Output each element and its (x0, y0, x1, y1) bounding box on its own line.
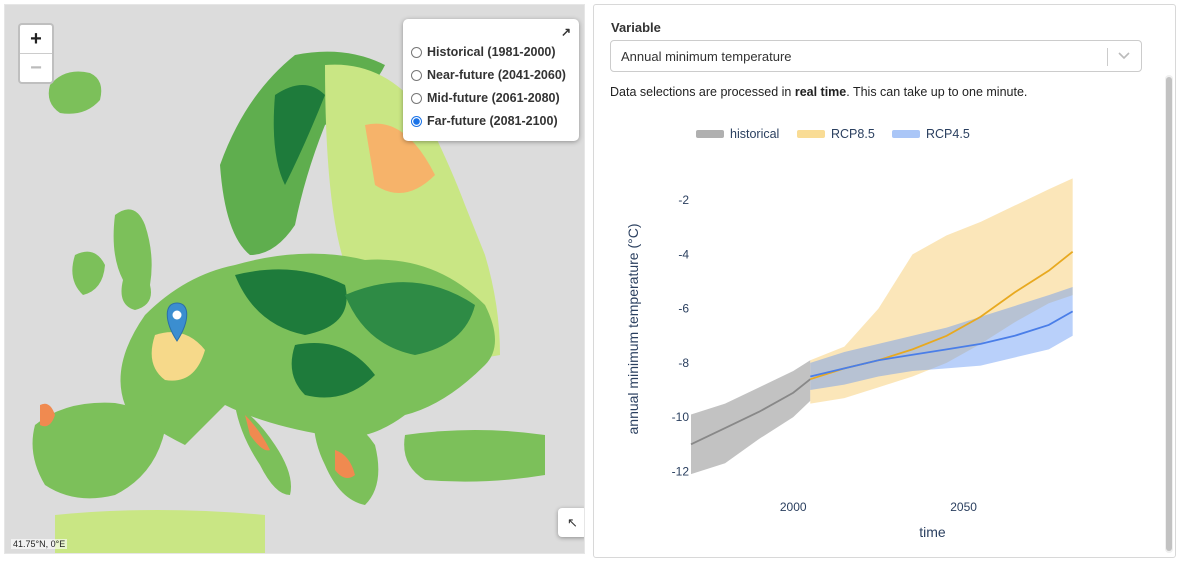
period-selector: ↗ Historical (1981-2000) Near-future (20… (403, 19, 579, 141)
climate-map[interactable]: + − ↗ Historical (1981-2000) Near-future… (4, 4, 585, 554)
radio-near-future[interactable] (411, 69, 422, 81)
y-tick-label: -12 (672, 464, 690, 478)
processing-note: Data selections are processed in real ti… (610, 85, 1027, 99)
period-label: Historical (1981-2000) (427, 45, 556, 59)
temperature-chart: -2 -4 -6 -8 -10 -12 2000 2050 time annual minimum… (625, 178, 1074, 540)
period-option-mid-future[interactable]: Mid-future (2061-2080) (411, 91, 560, 105)
legend-label: historical (730, 127, 780, 141)
radio-historical[interactable] (411, 46, 422, 58)
variable-select[interactable]: Annual minimum temperature (610, 40, 1142, 72)
coordinate-readout: 41.75°N, 0°E (11, 539, 68, 549)
zoom-control: + − (18, 23, 54, 84)
note-text-start: Data selections are processed in (610, 85, 795, 99)
select-value: Annual minimum temperature (621, 49, 792, 64)
series-line-2 (810, 310, 1074, 378)
x-tick-label: 2000 (780, 500, 807, 514)
expand-icon[interactable]: ↗ (560, 25, 571, 39)
legend-label: RCP8.5 (831, 127, 875, 141)
legend-swatch (892, 130, 920, 138)
series-band-1 (810, 178, 1073, 404)
y-tick-label: -6 (678, 302, 689, 316)
legend-swatch (696, 130, 724, 138)
period-label: Far-future (2081-2100) (427, 114, 558, 128)
legend-historical[interactable]: historical (696, 127, 779, 141)
legend-rcp85[interactable]: RCP8.5 (797, 127, 875, 141)
series-line-0 (690, 378, 811, 446)
x-axis-title: time (919, 524, 946, 540)
chevron-down-icon[interactable] (1117, 48, 1131, 62)
period-option-far-future[interactable]: Far-future (2081-2100) (411, 114, 558, 128)
legend-swatch (797, 130, 825, 138)
y-tick-label: -8 (678, 356, 689, 370)
period-option-near-future[interactable]: Near-future (2041-2060) (411, 68, 566, 82)
period-label: Near-future (2041-2060) (427, 68, 566, 82)
radio-far-future[interactable] (411, 115, 422, 127)
map-pin-icon[interactable] (166, 302, 188, 342)
legend-label: RCP4.5 (926, 127, 970, 141)
europe-map-graphic (32, 51, 545, 553)
note-text-end: . This can take up to one minute. (846, 85, 1028, 99)
series-band-0 (691, 360, 811, 475)
variable-panel: Variable Annual minimum temperature Data… (593, 4, 1176, 558)
variable-label: Variable (611, 20, 661, 35)
zoom-in-button[interactable]: + (30, 28, 42, 50)
select-separator (1107, 48, 1108, 66)
y-tick-label: -2 (678, 193, 689, 207)
period-label: Mid-future (2061-2080) (427, 91, 560, 105)
scrollbar-thumb[interactable] (1166, 77, 1172, 551)
collapse-icon[interactable]: ↖ (558, 508, 584, 537)
y-axis-title: annual minimum temperature (°C) (625, 223, 641, 434)
x-tick-label: 2050 (950, 500, 977, 514)
period-option-historical[interactable]: Historical (1981-2000) (411, 45, 556, 59)
y-tick-label: -10 (672, 410, 690, 424)
zoom-out-button[interactable]: − (20, 53, 52, 82)
radio-mid-future[interactable] (411, 92, 422, 104)
legend-rcp45[interactable]: RCP4.5 (892, 127, 970, 141)
note-text-bold: real time (794, 85, 847, 99)
y-tick-label: -4 (678, 247, 689, 261)
